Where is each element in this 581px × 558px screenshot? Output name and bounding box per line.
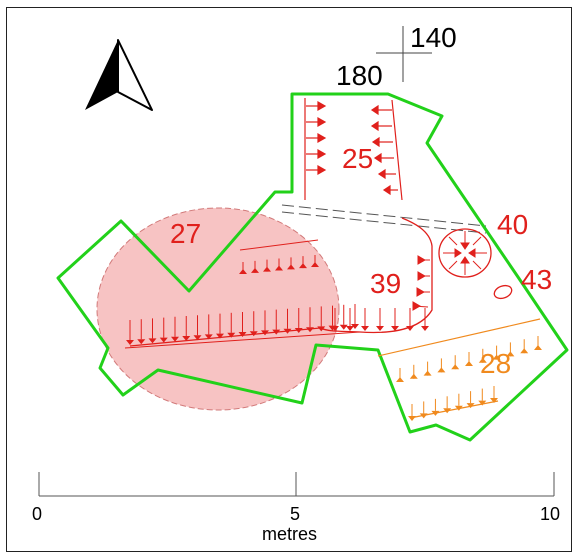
feature-label-28: 28 <box>480 348 512 379</box>
hachure-triangle <box>294 328 303 333</box>
feature-25-hachures <box>304 98 403 201</box>
hachure-triangle <box>249 331 258 337</box>
hachure-triangle <box>421 326 429 331</box>
hachure-triangle <box>409 373 418 379</box>
hachure-triangle <box>451 364 460 370</box>
feature-label-25: 25 <box>342 143 374 174</box>
hachure-triangle <box>331 326 339 331</box>
scale-tick-5: 5 <box>290 504 301 524</box>
hachure-triangle <box>299 263 307 269</box>
hachure-triangle <box>238 332 247 337</box>
feature-27-inner-ticks <box>239 255 319 274</box>
hachure-triangle <box>490 398 498 403</box>
feature-39-hachures <box>412 255 430 311</box>
hachure-triangle <box>478 357 487 363</box>
feature-40-hachures <box>443 231 487 275</box>
hachure-triangle <box>126 340 134 345</box>
north-arrow-icon <box>85 39 153 111</box>
hachure-triangle <box>361 326 369 331</box>
hachure-triangle <box>283 328 292 334</box>
hachure-triangle <box>272 329 281 335</box>
hachure-triangle <box>204 334 213 340</box>
hachure-triangle <box>159 337 168 343</box>
hachure-triangle <box>311 262 319 267</box>
feature-28-bottom-ticks <box>408 386 498 421</box>
scale-tick-0: 0 <box>32 504 43 524</box>
feature-27-edge-hachures <box>124 331 361 349</box>
hachure-triangle <box>431 410 440 416</box>
hachure-triangle <box>317 326 326 332</box>
hachure-triangle <box>408 416 416 421</box>
hachure-triangle <box>419 413 428 419</box>
hachure-triangle <box>423 370 432 376</box>
feature-label-40: 40 <box>497 209 529 240</box>
hachure-triangle <box>396 377 404 382</box>
grid-northing-label: 180 <box>336 60 383 91</box>
hachure-triangle <box>216 333 224 339</box>
hachure-triangle <box>275 265 283 271</box>
feature-label-43: 43 <box>521 264 553 295</box>
feature-43-pit <box>493 284 513 300</box>
hachure-triangle <box>171 336 179 342</box>
hachure-triangle <box>137 339 146 345</box>
scale-tick-10: 10 <box>540 504 561 524</box>
hachure-triangle <box>443 408 452 414</box>
scale-unit-label: metres <box>262 524 318 544</box>
section-line <box>281 204 487 234</box>
hachure-triangle <box>148 338 157 344</box>
hachure-triangle <box>346 326 354 331</box>
hachure-triangle <box>492 354 501 360</box>
hachure-triangle <box>193 335 202 341</box>
feature-28-top-ticks <box>396 336 542 382</box>
grid-easting-label: 140 <box>410 22 457 53</box>
hachure-triangle <box>406 326 414 331</box>
hachure-triangle <box>339 324 348 330</box>
hachure-triangle <box>376 326 384 331</box>
hachure-triangle <box>239 269 247 274</box>
feature-27-edge-ticks <box>126 304 359 345</box>
hachure-triangle <box>351 324 359 329</box>
hachure-triangle <box>506 351 515 357</box>
hachure-triangle <box>261 330 269 336</box>
hachure-triangle <box>391 326 399 331</box>
feature-27-inner-hachures <box>239 239 319 251</box>
feature-40-pit <box>438 228 492 278</box>
hachure-triangle <box>227 332 236 338</box>
feature-label-39: 39 <box>370 268 402 299</box>
hachure-triangle <box>251 267 259 273</box>
hachure-triangle <box>466 403 475 409</box>
hachure-triangle <box>287 264 295 270</box>
trench-outline <box>56 92 569 442</box>
hachure-triangle <box>454 405 463 411</box>
hachure-triangle <box>478 400 487 406</box>
hachure-triangle <box>534 345 542 350</box>
feature-39-bottom-ticks <box>331 308 429 331</box>
feature-39-edge <box>129 217 433 347</box>
hachure-triangle <box>263 266 271 272</box>
feature-27-pit <box>96 207 340 411</box>
hachure-triangle <box>182 336 191 341</box>
hachure-triangle <box>437 367 446 373</box>
hachure-triangle <box>520 348 529 354</box>
scale-bar <box>38 472 555 497</box>
hachure-triangle <box>306 327 314 333</box>
grid-cross-marker <box>376 26 432 82</box>
hachure-triangle <box>465 361 473 366</box>
feature-label-27: 27 <box>170 218 202 249</box>
